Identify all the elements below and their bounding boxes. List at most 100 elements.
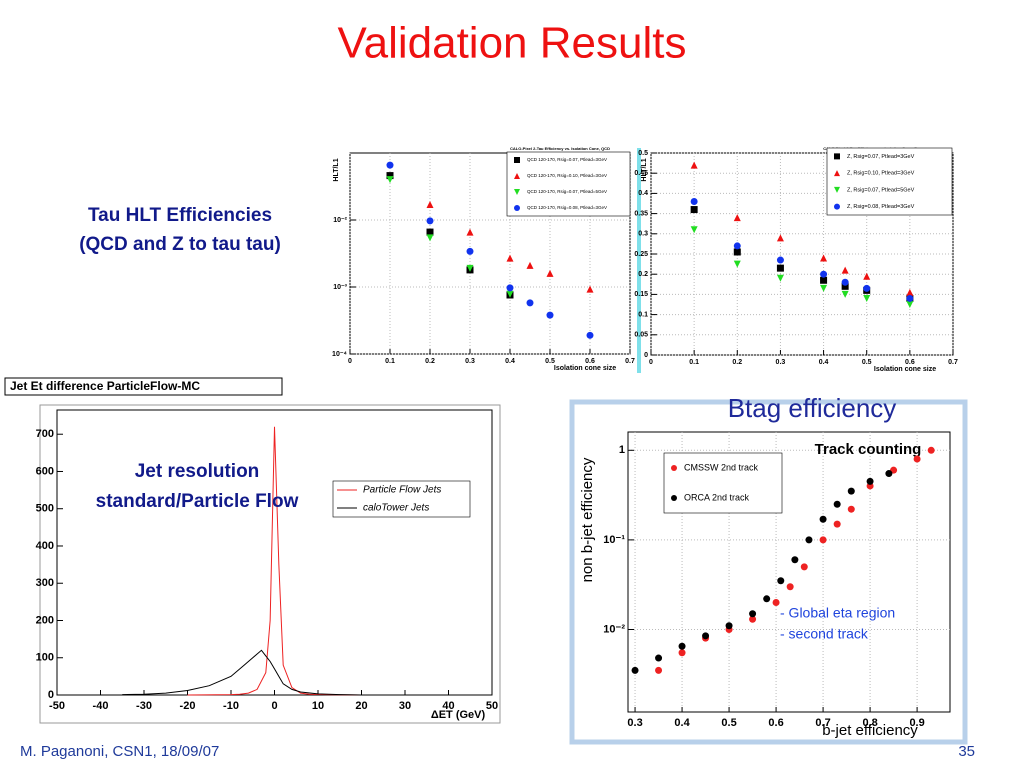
marker [678, 649, 686, 657]
marker [841, 282, 849, 290]
marker [927, 446, 935, 454]
x-tick-label: 0.7 [815, 717, 830, 729]
line [122, 649, 362, 696]
legend [506, 151, 631, 217]
marker [690, 197, 698, 205]
marker [906, 301, 914, 308]
x-axis-label: b-jet efficiency [822, 722, 918, 739]
legend [663, 452, 783, 514]
x-tick-label: 50 [486, 700, 498, 712]
marker [702, 632, 710, 640]
marker [514, 173, 520, 179]
y-tick-label: 200 [36, 614, 54, 626]
y-tick-label: 0.15 [634, 291, 648, 298]
marker [776, 256, 784, 264]
marker [833, 500, 841, 508]
x-tick-label: 0.9 [909, 717, 924, 729]
y-tick-label: 0.1 [638, 311, 648, 318]
marker [733, 214, 741, 222]
x-tick-label: 10 [312, 700, 324, 712]
chart-title: Btag efficiency [728, 393, 897, 423]
marker [913, 455, 921, 463]
text: Jet resolution [135, 461, 260, 482]
y-tick-label: 0.5 [638, 150, 648, 157]
y-tick-label: 0.25 [634, 251, 648, 258]
legend-label: Z, Rsig=0.07, Ptlead=3GeV [847, 154, 915, 160]
legend [332, 480, 471, 518]
marker [833, 520, 841, 528]
marker [426, 228, 434, 236]
x-tick-label: 0.7 [948, 359, 958, 366]
marker [386, 172, 394, 180]
x-tick-label: 0.4 [505, 358, 515, 365]
marker [819, 536, 827, 544]
marker [847, 487, 855, 495]
marker [834, 203, 840, 210]
x-tick-label: 0 [271, 700, 277, 712]
x-tick-label: -10 [223, 700, 239, 712]
x-tick-label: 0 [348, 358, 352, 365]
marker [386, 176, 394, 184]
marker [834, 153, 840, 160]
marker [776, 264, 784, 272]
y-tick-label: 100 [36, 652, 54, 664]
y-tick-label: 400 [36, 540, 54, 552]
y-axis-label: HLT/L1 [641, 158, 648, 181]
x-tick-label: 0.4 [674, 717, 690, 729]
x-tick-label: 0.7 [625, 358, 635, 365]
marker [514, 189, 520, 195]
marker [631, 666, 639, 674]
marker [906, 288, 914, 296]
x-tick-label: 0.3 [776, 359, 786, 366]
marker [733, 260, 741, 268]
marker [820, 276, 828, 284]
legend-label: Particle Flow Jets [363, 485, 441, 496]
marker [514, 205, 520, 211]
legend-label: QCD 120-170, Rsig=0.08, Ptlead=3GeV [527, 205, 607, 210]
marker [749, 615, 757, 623]
x-tick-label: 0.4 [819, 359, 829, 366]
marker [906, 294, 914, 302]
legend-label: Z, Rsig=0.07, Ptlead=5GeV [847, 187, 915, 193]
marker [841, 278, 849, 286]
marker [834, 170, 840, 177]
x-tick-label: 0.6 [585, 358, 595, 365]
marker [820, 284, 828, 292]
plot-area [56, 409, 493, 696]
marker [772, 599, 780, 607]
marker [749, 610, 757, 618]
marker [819, 515, 827, 523]
x-tick-label: 0.1 [689, 359, 699, 366]
y-tick-label: 10⁻² [333, 217, 347, 224]
x-tick-label: -50 [49, 700, 65, 712]
text: standard/Particle Flow [96, 491, 299, 512]
marker [841, 290, 849, 298]
marker [776, 234, 784, 242]
marker [386, 161, 394, 169]
x-tick-label: 30 [399, 700, 411, 712]
marker [526, 299, 534, 307]
marker [506, 284, 514, 292]
x-tick-label: 0 [649, 359, 653, 366]
y-tick-label: 0 [644, 352, 648, 359]
legend-label: QCD 120-170, Rsig=0.07, Ptlead=5GeV [527, 189, 607, 194]
x-axis-label: Isolation cone size [874, 366, 936, 373]
y-tick-label: 0.4 [638, 190, 648, 197]
x-tick-label: 0.6 [768, 717, 783, 729]
x-tick-label: 0.5 [862, 359, 872, 366]
marker [834, 186, 840, 193]
y-tick-label: 0.2 [638, 271, 648, 278]
annotation: - Global eta region [780, 605, 895, 621]
marker [841, 266, 849, 274]
slide-title: Validation Results [338, 19, 687, 68]
y-tick-label: 700 [36, 428, 54, 440]
marker [426, 201, 434, 209]
legend [826, 147, 953, 216]
marker [546, 311, 554, 319]
marker [466, 228, 474, 236]
x-axis-label: Isolation cone size [554, 365, 616, 372]
marker [690, 226, 698, 234]
marker [805, 536, 813, 544]
line [187, 426, 362, 696]
marker [820, 254, 828, 262]
